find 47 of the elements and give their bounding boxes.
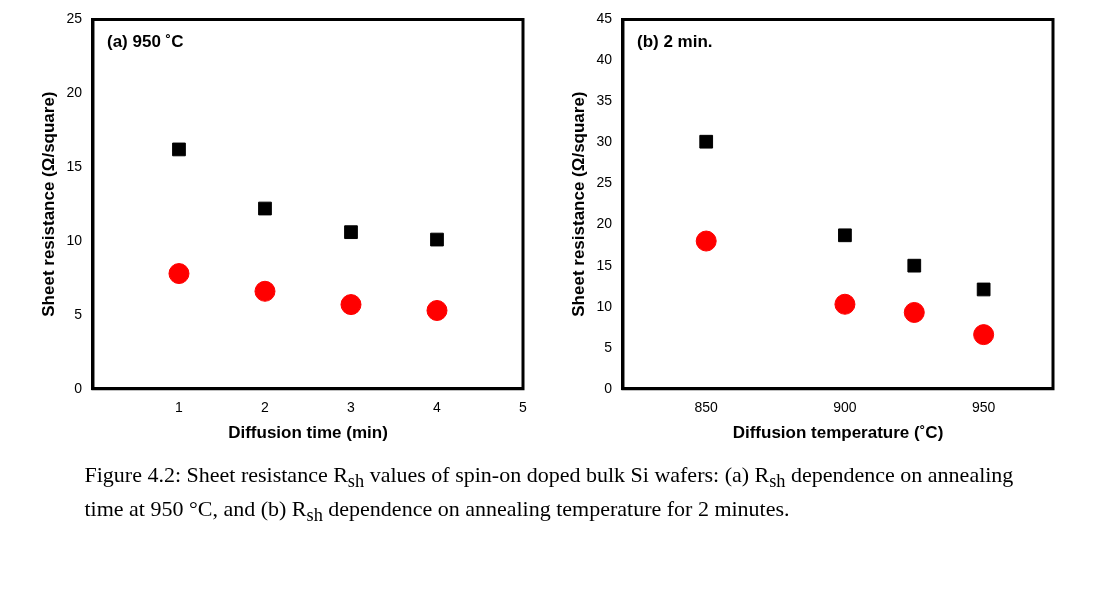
point — [695, 230, 717, 252]
y-tick-label: 35 — [595, 92, 612, 109]
y-tick-label: 20 — [65, 84, 82, 101]
y-tick-label: 40 — [595, 51, 612, 68]
y-tick-label: 0 — [603, 379, 612, 396]
point — [339, 294, 361, 316]
point — [698, 134, 713, 149]
text: Figure 4.2: Sheet resistance R$_{sh}$ values of spin-on doped bulk Si wafers: (a) R$_{sh}$ dependence on annealing time at 950 °C, and (b) R$_{sh}$ dependence on annealing temperature for 2 minutes. — [84, 462, 1014, 526]
x-tick-label: 1 — [174, 399, 183, 416]
x-axis-title: Diffusion temperature (˚C) — [732, 423, 943, 443]
point — [972, 324, 994, 346]
x-tick-label: 850 — [694, 399, 718, 416]
point — [257, 201, 272, 216]
x-tick-label: 3 — [346, 399, 355, 416]
point — [903, 301, 925, 323]
annotation: (a) 950 ˚C — [106, 31, 183, 51]
point — [425, 299, 447, 321]
y-tick-label: 15 — [65, 158, 82, 175]
x-tick-label: 950 — [971, 399, 996, 416]
x-tick-label: 5 — [518, 399, 527, 416]
x-tick-label: 2 — [260, 399, 269, 416]
y-tick-label: 25 — [595, 174, 612, 191]
y-tick-label: 5 — [603, 338, 612, 355]
y-tick-label: 15 — [595, 256, 612, 273]
y-tick-label: 20 — [595, 215, 612, 232]
point — [837, 228, 852, 243]
point — [343, 225, 358, 240]
y-axis-title: Sheet resistance (Ω/square) — [38, 91, 58, 317]
point — [171, 142, 186, 157]
y-tick-label: 10 — [595, 297, 612, 314]
point — [429, 232, 444, 247]
y-tick-label: 45 — [595, 10, 612, 27]
y-tick-label: 5 — [73, 305, 82, 322]
y-tick-label: 30 — [595, 133, 612, 150]
x-tick-label: 4 — [432, 399, 441, 416]
point — [976, 282, 991, 297]
annotation: (b) 2 min. — [636, 31, 713, 51]
point — [906, 258, 921, 273]
y-tick-label: 10 — [65, 231, 82, 248]
point — [833, 293, 855, 315]
y-tick-label: 25 — [65, 10, 82, 27]
x-tick-label: 900 — [832, 399, 857, 416]
y-axis-title: Sheet resistance (Ω/square) — [568, 91, 588, 317]
point — [253, 280, 275, 302]
y-tick-label: 0 — [73, 379, 82, 396]
point — [167, 263, 189, 285]
x-axis-title: Diffusion time (min) — [227, 423, 388, 443]
